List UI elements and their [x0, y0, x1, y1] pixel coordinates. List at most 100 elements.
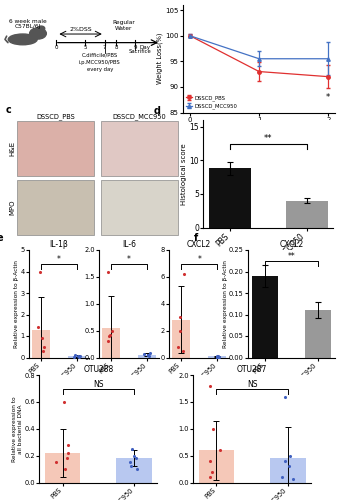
Point [180, 347, 186, 355]
Text: 8: 8 [114, 45, 118, 50]
Bar [101, 121, 178, 176]
Text: 2%DSS: 2%DSS [69, 27, 92, 32]
Point [40, 347, 45, 355]
Bar [138, 355, 156, 358]
Text: 9: 9 [133, 45, 137, 50]
Point [64, 454, 70, 462]
Point [76, 353, 81, 361]
Bar [270, 458, 306, 482]
Ellipse shape [8, 34, 37, 45]
Bar [32, 330, 50, 357]
Text: 6 week male: 6 week male [9, 18, 47, 24]
Point [105, 268, 111, 276]
Text: i.p.MCC950/PBS: i.p.MCC950/PBS [79, 60, 121, 65]
Text: every day: every day [87, 66, 113, 71]
Text: *: * [127, 255, 131, 264]
Point [181, 270, 186, 278]
Text: NS: NS [93, 380, 104, 389]
Bar [208, 356, 226, 358]
Legend: DSSCD_PBS, DSSCD_MCC950: DSSCD_PBS, DSSCD_MCC950 [186, 95, 237, 110]
Point [287, 462, 292, 470]
Text: **: ** [264, 134, 273, 143]
Point [109, 326, 115, 334]
Point [141, 350, 147, 358]
Point [146, 352, 152, 360]
Point [207, 457, 212, 465]
Bar [199, 450, 234, 482]
Text: 5: 5 [84, 45, 87, 50]
Point [134, 454, 139, 462]
Text: c: c [5, 104, 11, 115]
Bar [17, 180, 94, 235]
Bar [116, 458, 152, 482]
Text: DSSCD_PBS: DSSCD_PBS [36, 114, 75, 120]
Point [132, 452, 137, 460]
Y-axis label: Relative expression to β-Actin: Relative expression to β-Actin [223, 260, 227, 348]
Point [41, 343, 47, 351]
Text: *: * [326, 92, 330, 102]
Text: C57BL/6J: C57BL/6J [14, 24, 41, 28]
Point [61, 398, 67, 406]
Text: *: * [197, 255, 201, 264]
Title: CXCL2: CXCL2 [279, 240, 304, 249]
Text: DSSCD_MCC950: DSSCD_MCC950 [113, 114, 166, 120]
Point [66, 441, 71, 449]
Point [211, 424, 216, 432]
Title: OTU288: OTU288 [83, 365, 114, 374]
Point [290, 476, 296, 484]
Text: e: e [0, 234, 3, 243]
Text: 7: 7 [103, 45, 106, 50]
Point [128, 462, 134, 470]
Point [107, 331, 113, 339]
Text: **: ** [288, 252, 295, 262]
Point [217, 446, 222, 454]
Bar [252, 276, 278, 357]
Point [279, 473, 285, 481]
Point [127, 458, 132, 466]
Y-axis label: Relative expression to
all bacterial DNA: Relative expression to all bacterial DNA [12, 396, 23, 462]
Point [72, 352, 77, 360]
Point [77, 352, 82, 360]
Text: Sacrifice: Sacrifice [129, 50, 152, 54]
Point [147, 349, 153, 357]
Text: f: f [194, 234, 198, 243]
Y-axis label: Weight Loss(%): Weight Loss(%) [156, 33, 162, 84]
Circle shape [38, 26, 45, 31]
Point [214, 353, 219, 361]
Point [282, 392, 288, 400]
Bar [17, 121, 94, 176]
Point [65, 449, 71, 457]
Point [106, 332, 112, 340]
Point [214, 352, 220, 360]
Text: NS: NS [247, 380, 258, 389]
Bar [172, 320, 190, 358]
Title: IL-6: IL-6 [122, 240, 136, 249]
Title: IL-1β: IL-1β [50, 240, 68, 249]
Bar [209, 168, 251, 228]
Point [145, 351, 150, 359]
Text: *: * [57, 255, 61, 264]
Point [215, 352, 220, 360]
Point [106, 338, 111, 345]
Y-axis label: Histological score: Histological score [181, 143, 187, 204]
Bar [68, 356, 86, 358]
Bar [286, 200, 328, 228]
Bar [305, 310, 331, 358]
Point [210, 468, 215, 476]
Point [146, 352, 151, 360]
Y-axis label: Relative expression to β-Actin: Relative expression to β-Actin [14, 260, 19, 348]
Bar [102, 328, 120, 358]
Point [37, 268, 43, 276]
Text: Regular
Water: Regular Water [113, 20, 135, 31]
Point [53, 458, 59, 466]
Point [63, 465, 68, 473]
Text: d: d [154, 106, 161, 116]
Circle shape [30, 28, 46, 39]
Text: Day: Day [140, 45, 150, 50]
Point [288, 452, 293, 460]
Point [177, 313, 183, 321]
Text: MPO: MPO [9, 200, 15, 215]
X-axis label: DPI: DPI [253, 124, 265, 133]
Point [39, 334, 44, 342]
Text: 0: 0 [55, 45, 58, 50]
